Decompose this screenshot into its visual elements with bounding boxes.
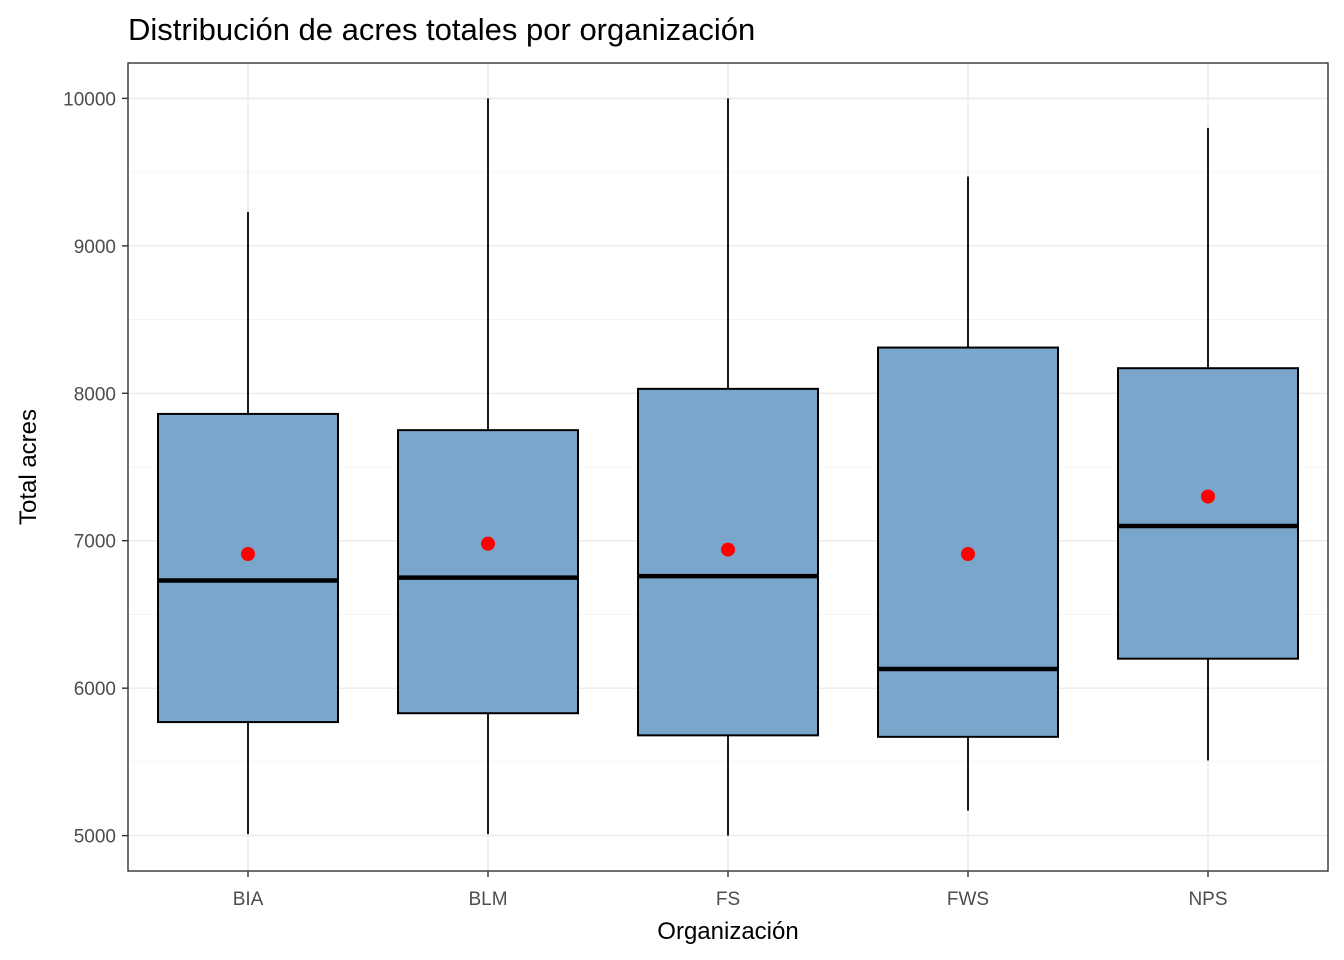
box-series [157,98,1299,836]
x-tick-label: BLM [468,889,507,910]
box-fs [637,98,819,836]
x-tick-label: FS [716,889,740,910]
x-tick-label: BIA [233,889,264,910]
chart-title: Distribución de acres totales por organi… [128,12,755,47]
y-tick-label: 7000 [74,532,116,553]
box-iqr [397,429,579,715]
box-bia [157,211,339,835]
box-nps [1117,127,1299,761]
mean-point [241,546,255,561]
x-axis-title: Organización [657,918,798,945]
box-iqr [637,387,819,737]
y-tick-label: 9000 [74,237,116,258]
y-axis: 5000 6000 7000 8000 9000 10000 [63,89,128,848]
box-fws [877,176,1059,811]
x-axis: BIA BLM FS FWS NPS [233,871,1228,910]
mean-point [961,546,975,561]
box-blm [397,98,579,835]
mean-point [721,542,735,557]
x-tick-label: NPS [1188,889,1227,910]
y-tick-label: 8000 [74,384,116,405]
y-axis-title: Total acres [15,409,42,525]
mean-point [1201,489,1215,504]
box-iqr [157,412,339,724]
y-tick-label: 5000 [74,827,116,848]
x-tick-label: FWS [947,889,989,910]
box-iqr [1117,367,1299,660]
box-iqr [877,346,1059,738]
y-tick-label: 10000 [63,89,116,110]
mean-point [481,536,495,551]
y-tick-label: 6000 [74,679,116,700]
